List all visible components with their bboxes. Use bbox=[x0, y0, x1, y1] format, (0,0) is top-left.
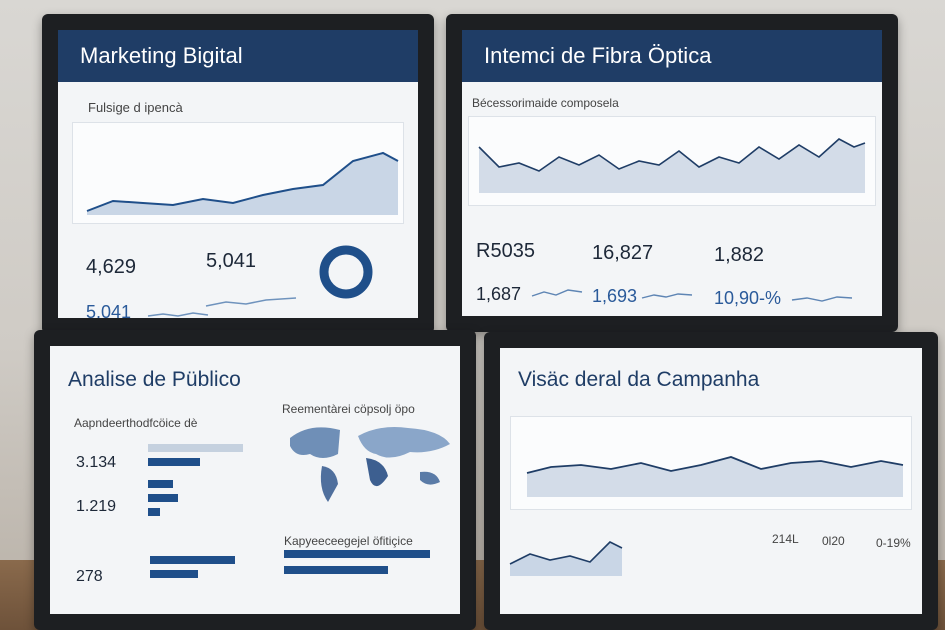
kpi-sub-value: 1,687 bbox=[476, 284, 522, 304]
table-header-cell: 0l20 bbox=[822, 534, 845, 548]
sparkline bbox=[791, 296, 853, 302]
dashboard-title: Intemci de Fibra Öptica bbox=[462, 30, 882, 82]
table-header-cell: 214L bbox=[772, 532, 799, 546]
kpi-value: 1,882 bbox=[714, 244, 765, 266]
kpi-sub-value: 1,693 bbox=[592, 286, 638, 306]
bar-chart bbox=[284, 550, 430, 574]
line-chart bbox=[526, 456, 904, 497]
chart-subtitle: Fulsige d ipencà bbox=[88, 100, 183, 115]
dashboard-title: Marketing Bigital bbox=[58, 30, 418, 82]
kpi-sub-value: 10,90-% bbox=[714, 288, 782, 308]
line-chart-panel bbox=[468, 116, 876, 206]
kpi-value: R5035 bbox=[476, 240, 535, 262]
dashboard-title: Visäc deral da Campanha bbox=[518, 368, 760, 391]
line-chart-panel bbox=[72, 122, 404, 224]
line-chart bbox=[478, 138, 866, 193]
kpi-value: 4,629 bbox=[86, 256, 137, 278]
monitor-marketing: Marketing Bigital Fulsige d ipencà 4,629… bbox=[42, 14, 434, 334]
audience-value: 278 bbox=[76, 568, 103, 585]
world-map bbox=[290, 427, 450, 502]
sparkline bbox=[147, 312, 209, 317]
monitor-publico: Analise de Püblico Aapndeerthodfcöice dè… bbox=[34, 330, 476, 630]
panel-title: Aapndeerthodfcöice dè bbox=[74, 416, 198, 430]
bars-title: Kapyeeceegejel öfitiçice bbox=[284, 534, 413, 548]
kpi-footer-value: 5,041 bbox=[86, 302, 132, 318]
audience-value: 3.134 bbox=[76, 454, 117, 471]
sparkline bbox=[531, 289, 583, 297]
table-header-cell: 0-19% bbox=[876, 536, 911, 550]
screen: Visäc deral da Campanha 214L 0l20 0-19% bbox=[500, 348, 922, 614]
screen: Intemci de Fibra Öptica Bécessorimaide c… bbox=[462, 30, 882, 316]
kpi-value: 5,041 bbox=[206, 250, 257, 272]
chart-subtitle: Bécessorimaide composela bbox=[472, 96, 619, 110]
dashboard-title: Analise de Püblico bbox=[68, 368, 241, 391]
line-chart-panel bbox=[510, 416, 912, 510]
bar-chart bbox=[150, 556, 235, 578]
map-title: Reementàrei cöpsolj öpo bbox=[282, 402, 415, 416]
line-chart bbox=[86, 151, 399, 215]
area-chart bbox=[509, 541, 623, 576]
screen: Marketing Bigital Fulsige d ipencà 4,629… bbox=[58, 30, 418, 318]
monitor-campanha: Visäc deral da Campanha 214L 0l20 0-19% bbox=[484, 332, 938, 630]
donut-chart bbox=[319, 245, 373, 299]
monitor-fibra: Intemci de Fibra Öptica Bécessorimaide c… bbox=[446, 14, 898, 332]
bar-chart bbox=[148, 444, 243, 516]
screen: Analise de Püblico Aapndeerthodfcöice dè… bbox=[50, 346, 460, 614]
sparkline bbox=[205, 297, 297, 307]
audience-value: 1.219 bbox=[76, 498, 117, 515]
kpi-value: 16,827 bbox=[592, 242, 654, 264]
sparkline bbox=[641, 293, 693, 299]
